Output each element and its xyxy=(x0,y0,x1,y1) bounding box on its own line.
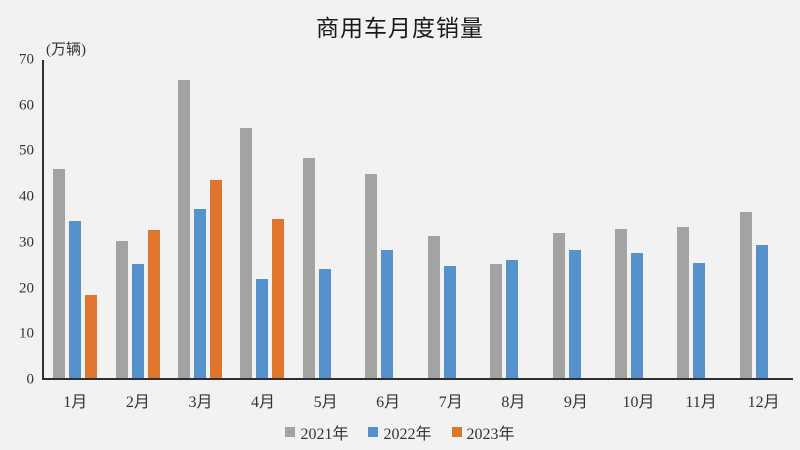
bar-group-4月 xyxy=(231,60,293,378)
y-tick-label: 20 xyxy=(19,280,34,297)
y-tick-label: 70 xyxy=(19,51,34,68)
x-tick-label: 9月 xyxy=(563,394,588,411)
bar-group-2月 xyxy=(106,60,168,378)
bar-2023年-4月 xyxy=(272,219,285,378)
bar-group-1月 xyxy=(44,60,106,378)
y-tick-label: 30 xyxy=(19,234,34,251)
y-tick-label: 60 xyxy=(19,97,34,114)
x-axis: 1月 2月 3月 4月 5月 6月 7月 8月 9月 10月 11月 12月 xyxy=(44,388,795,412)
bar-2021年-2月 xyxy=(115,240,128,378)
bar-2021年-10月 xyxy=(615,229,627,378)
bar-group-10月 xyxy=(606,60,668,378)
bar-group-6月 xyxy=(356,60,418,378)
bar-2022年-3月 xyxy=(194,209,207,378)
bar-2022年-9月 xyxy=(568,250,581,378)
bar-group-3月 xyxy=(169,60,231,378)
bar-2022年-7月 xyxy=(443,265,456,378)
bar-2021年-8月 xyxy=(490,264,503,378)
bar-2022年-8月 xyxy=(506,259,519,378)
x-tick-label: 5月 xyxy=(313,394,338,411)
legend-item-2023年: 2023年 xyxy=(451,420,515,444)
bar-2021年-1月 xyxy=(53,169,66,378)
x-tick-label: 12月 xyxy=(747,394,780,411)
bar-2022年-10月 xyxy=(631,252,643,378)
bar-2022年-1月 xyxy=(69,220,82,378)
bar-group-5月 xyxy=(294,60,356,378)
bar-2022年-2月 xyxy=(131,263,144,378)
x-tick-label: 6月 xyxy=(376,394,401,411)
bar-2023年-3月 xyxy=(210,180,223,378)
legend-label: 2023年 xyxy=(466,426,515,443)
bar-2021年-6月 xyxy=(365,174,378,378)
bar-2021年-12月 xyxy=(739,211,752,378)
x-tick-label: 1月 xyxy=(63,394,88,411)
bar-2022年-5月 xyxy=(318,268,331,378)
y-tick-label: 40 xyxy=(19,188,34,205)
bar-group-8月 xyxy=(481,60,543,378)
bar-2021年-11月 xyxy=(677,227,690,378)
bar-2021年-5月 xyxy=(302,157,315,378)
bar-2022年-12月 xyxy=(755,244,768,378)
x-tick-label: 3月 xyxy=(188,394,213,411)
legend-marker-icon xyxy=(285,427,296,437)
bar-2023年-1月 xyxy=(85,295,98,378)
legend-label: 2022年 xyxy=(383,426,432,443)
chart-title: 商用车月度销量 xyxy=(316,16,484,41)
bar-group-7月 xyxy=(419,60,481,378)
plot-area xyxy=(42,60,793,380)
x-tick-label: 11月 xyxy=(685,394,717,411)
bar-2021年-4月 xyxy=(240,128,253,378)
legend: 2021年 2022年 2023年 xyxy=(0,420,800,444)
y-axis-unit-label: (万辆) xyxy=(46,42,86,58)
bar-2021年-7月 xyxy=(427,236,440,378)
legend-item-2021年: 2021年 xyxy=(285,420,348,444)
y-tick-label: 50 xyxy=(19,142,34,159)
x-tick-label: 4月 xyxy=(251,394,276,411)
bar-2022年-11月 xyxy=(693,262,706,378)
legend-marker-icon xyxy=(368,427,379,437)
bar-2023年-2月 xyxy=(147,229,160,378)
x-tick-label: 10月 xyxy=(622,394,655,411)
x-tick-label: 8月 xyxy=(501,394,526,411)
y-axis: 0 10 20 30 40 50 60 70 xyxy=(0,52,34,387)
bar-2022年-6月 xyxy=(381,249,394,378)
y-tick-label: 0 xyxy=(26,371,35,388)
bar-2021年-9月 xyxy=(552,232,565,378)
bar-group-11月 xyxy=(668,60,730,378)
bar-groups xyxy=(44,60,793,378)
y-tick-label: 10 xyxy=(19,325,34,342)
legend-item-2022年: 2022年 xyxy=(368,420,432,444)
x-tick-label: 7月 xyxy=(438,394,463,411)
bar-2021年-3月 xyxy=(178,80,191,378)
bar-2022年-4月 xyxy=(256,278,269,378)
x-tick-label: 2月 xyxy=(125,394,150,411)
bar-group-9月 xyxy=(543,60,605,378)
bar-group-12月 xyxy=(731,60,793,378)
legend-label: 2021年 xyxy=(300,426,349,443)
legend-marker-icon xyxy=(451,427,462,437)
